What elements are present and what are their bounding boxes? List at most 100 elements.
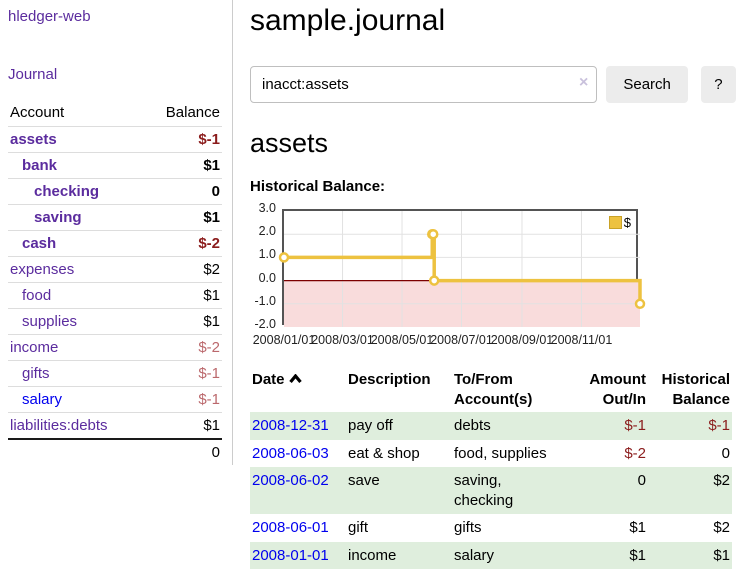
account-row: cash $-2 [8,230,222,257]
accounts-table: Account Balance assets $-1 bank $1 checking 0… [8,100,222,465]
search-input[interactable] [250,66,598,103]
accounts-column-header-main: To/From Account(s) [454,371,533,408]
transaction-date-link[interactable]: 2008-06-01 [252,519,329,536]
transaction-description: pay off [348,417,393,434]
account-link[interactable]: assets [10,131,57,148]
accounts-table-body: assets $-1 bank $1 checking 0 saving $1 cash $-2 e… [8,126,222,439]
account-balance: $-1 [143,126,222,153]
transaction-amount: $-1 [624,417,646,434]
amount-column-header: Amount Out/In [589,371,646,408]
transaction-accounts: food, supplies [454,444,547,462]
chart-title: Historical Balance: [250,178,386,195]
sidebar: hledger-web Journal Account Balance asse… [0,0,233,465]
transaction-amount: $1 [629,546,646,564]
transaction-description: save [348,472,380,489]
x-axis-tick-label: 2008/05/01 [370,333,434,347]
description-column-header: Description [348,371,431,388]
account-row: liabilities:debts $1 [8,412,222,439]
account-row: assets $-1 [8,126,222,153]
account-balance: $-1 [143,360,222,387]
x-axis-tick-label: 2008/01/01 [252,333,316,347]
account-row: expenses $2 [8,256,222,283]
account-row: salary $-1 [8,386,222,413]
x-axis-tick-label: 2008/09/01 [490,333,554,347]
account-balance: $1 [143,282,222,309]
chart-legend: $ [608,215,631,230]
account-row: supplies $1 [8,308,222,335]
accounts-total-value: 0 [143,438,222,465]
legend-swatch [608,216,622,229]
search-button[interactable]: Search [606,66,688,103]
register-header-row: Date Description To/From Account(s) Amou… [250,367,732,412]
transaction-balance: $1 [713,546,730,564]
account-balance: $-1 [143,386,222,413]
account-balance: $1 [143,204,222,231]
transaction-accounts: debts [454,417,491,434]
transaction-date-link[interactable]: 2008-01-01 [252,546,329,564]
account-link[interactable]: liabilities:debts [10,417,108,434]
y-axis-tick-label: -2.0 [254,317,276,331]
account-row: income $-2 [8,334,222,361]
accounts-column-header: Account [10,104,65,121]
account-balance: 0 [143,178,222,205]
transaction-date-link[interactable]: 2008-06-02 [252,472,329,489]
accounts-total-row: 0 [8,438,222,465]
account-balance: $2 [143,256,222,283]
clear-search-icon[interactable]: × [579,74,589,91]
transaction-row: 2008-06-01 gift gifts $1 $2 [250,514,732,542]
account-link[interactable]: checking [34,183,100,200]
transaction-description: income [348,546,397,564]
account-link[interactable]: income [10,339,59,356]
x-axis-tick-label: 2008/07/01 [430,333,493,347]
search-form: × Search ? [250,66,736,103]
register-table: Date Description To/From Account(s) Amou… [250,367,732,569]
balance-chart: $ 3.0 2.0 1.0 0.0 -1.0 -2.0 2008/01/01 2008/03/… [250,201,670,349]
transaction-row: 2008-06-02 save saving, checking 0 $2 [250,467,732,514]
account-row: saving $1 [8,204,222,231]
transaction-date-link[interactable]: 2008-06-03 [252,444,329,462]
account-row: gifts $-1 [8,360,222,387]
account-heading: assets [250,128,329,158]
x-axis-tick-label: 2008/11/01 [550,333,613,347]
help-button[interactable]: ? [700,66,736,103]
transaction-accounts: gifts [454,519,482,536]
transaction-balance: $2 [713,519,730,536]
account-balance: $1 [143,152,222,179]
register-table-body: 2008-12-31 pay off debts $-1 $-1 2008-06-03 ea… [250,412,732,569]
transaction-row: 2008-01-01 income salary $1 $1 [250,541,732,569]
y-axis-tick-label: 1.0 [258,247,276,262]
account-link[interactable]: saving [34,209,82,226]
y-axis-tick-label: 3.0 [258,201,276,215]
account-balance: $-2 [143,334,222,361]
historical-balance-column-header: Historical Balance [661,371,730,408]
account-link[interactable]: food [22,287,52,304]
account-link[interactable]: expenses [10,261,75,278]
transaction-amount: $-2 [624,444,646,462]
transaction-description: eat & shop [348,444,420,462]
y-axis-tick-label: -1.0 [254,293,276,308]
y-axis-tick-label: 2.0 [258,224,276,239]
x-axis-tick-label: 2008/03/01 [311,333,374,347]
page-title: sample.journal [250,4,446,37]
chart-plot-area: $ [278,209,646,327]
transaction-description: gift [348,519,369,536]
sidebar-item-journal[interactable]: Journal [8,66,58,83]
account-balance: $1 [143,412,222,439]
legend-label: $ [623,215,631,230]
account-row: bank $1 [8,152,222,179]
transaction-date-link[interactable]: 2008-12-31 [252,417,329,434]
transaction-amount: 0 [637,472,646,489]
account-link[interactable]: bank [22,157,58,174]
account-balance: $1 [143,308,222,335]
account-link[interactable]: supplies [22,313,78,330]
account-link[interactable]: salary [22,391,63,408]
date-column-header[interactable]: Date [250,367,346,412]
account-link[interactable]: cash [22,235,57,252]
chart-canvas [278,211,646,327]
transaction-accounts: saving, checking [454,472,514,509]
balance-column-header: Balance [165,104,220,121]
transaction-row: 2008-06-03 eat & shop food, supplies $-2 0 [250,440,732,468]
account-link[interactable]: gifts [22,365,50,382]
transaction-balance: 0 [721,444,730,462]
brand-link[interactable]: hledger-web [8,8,91,25]
